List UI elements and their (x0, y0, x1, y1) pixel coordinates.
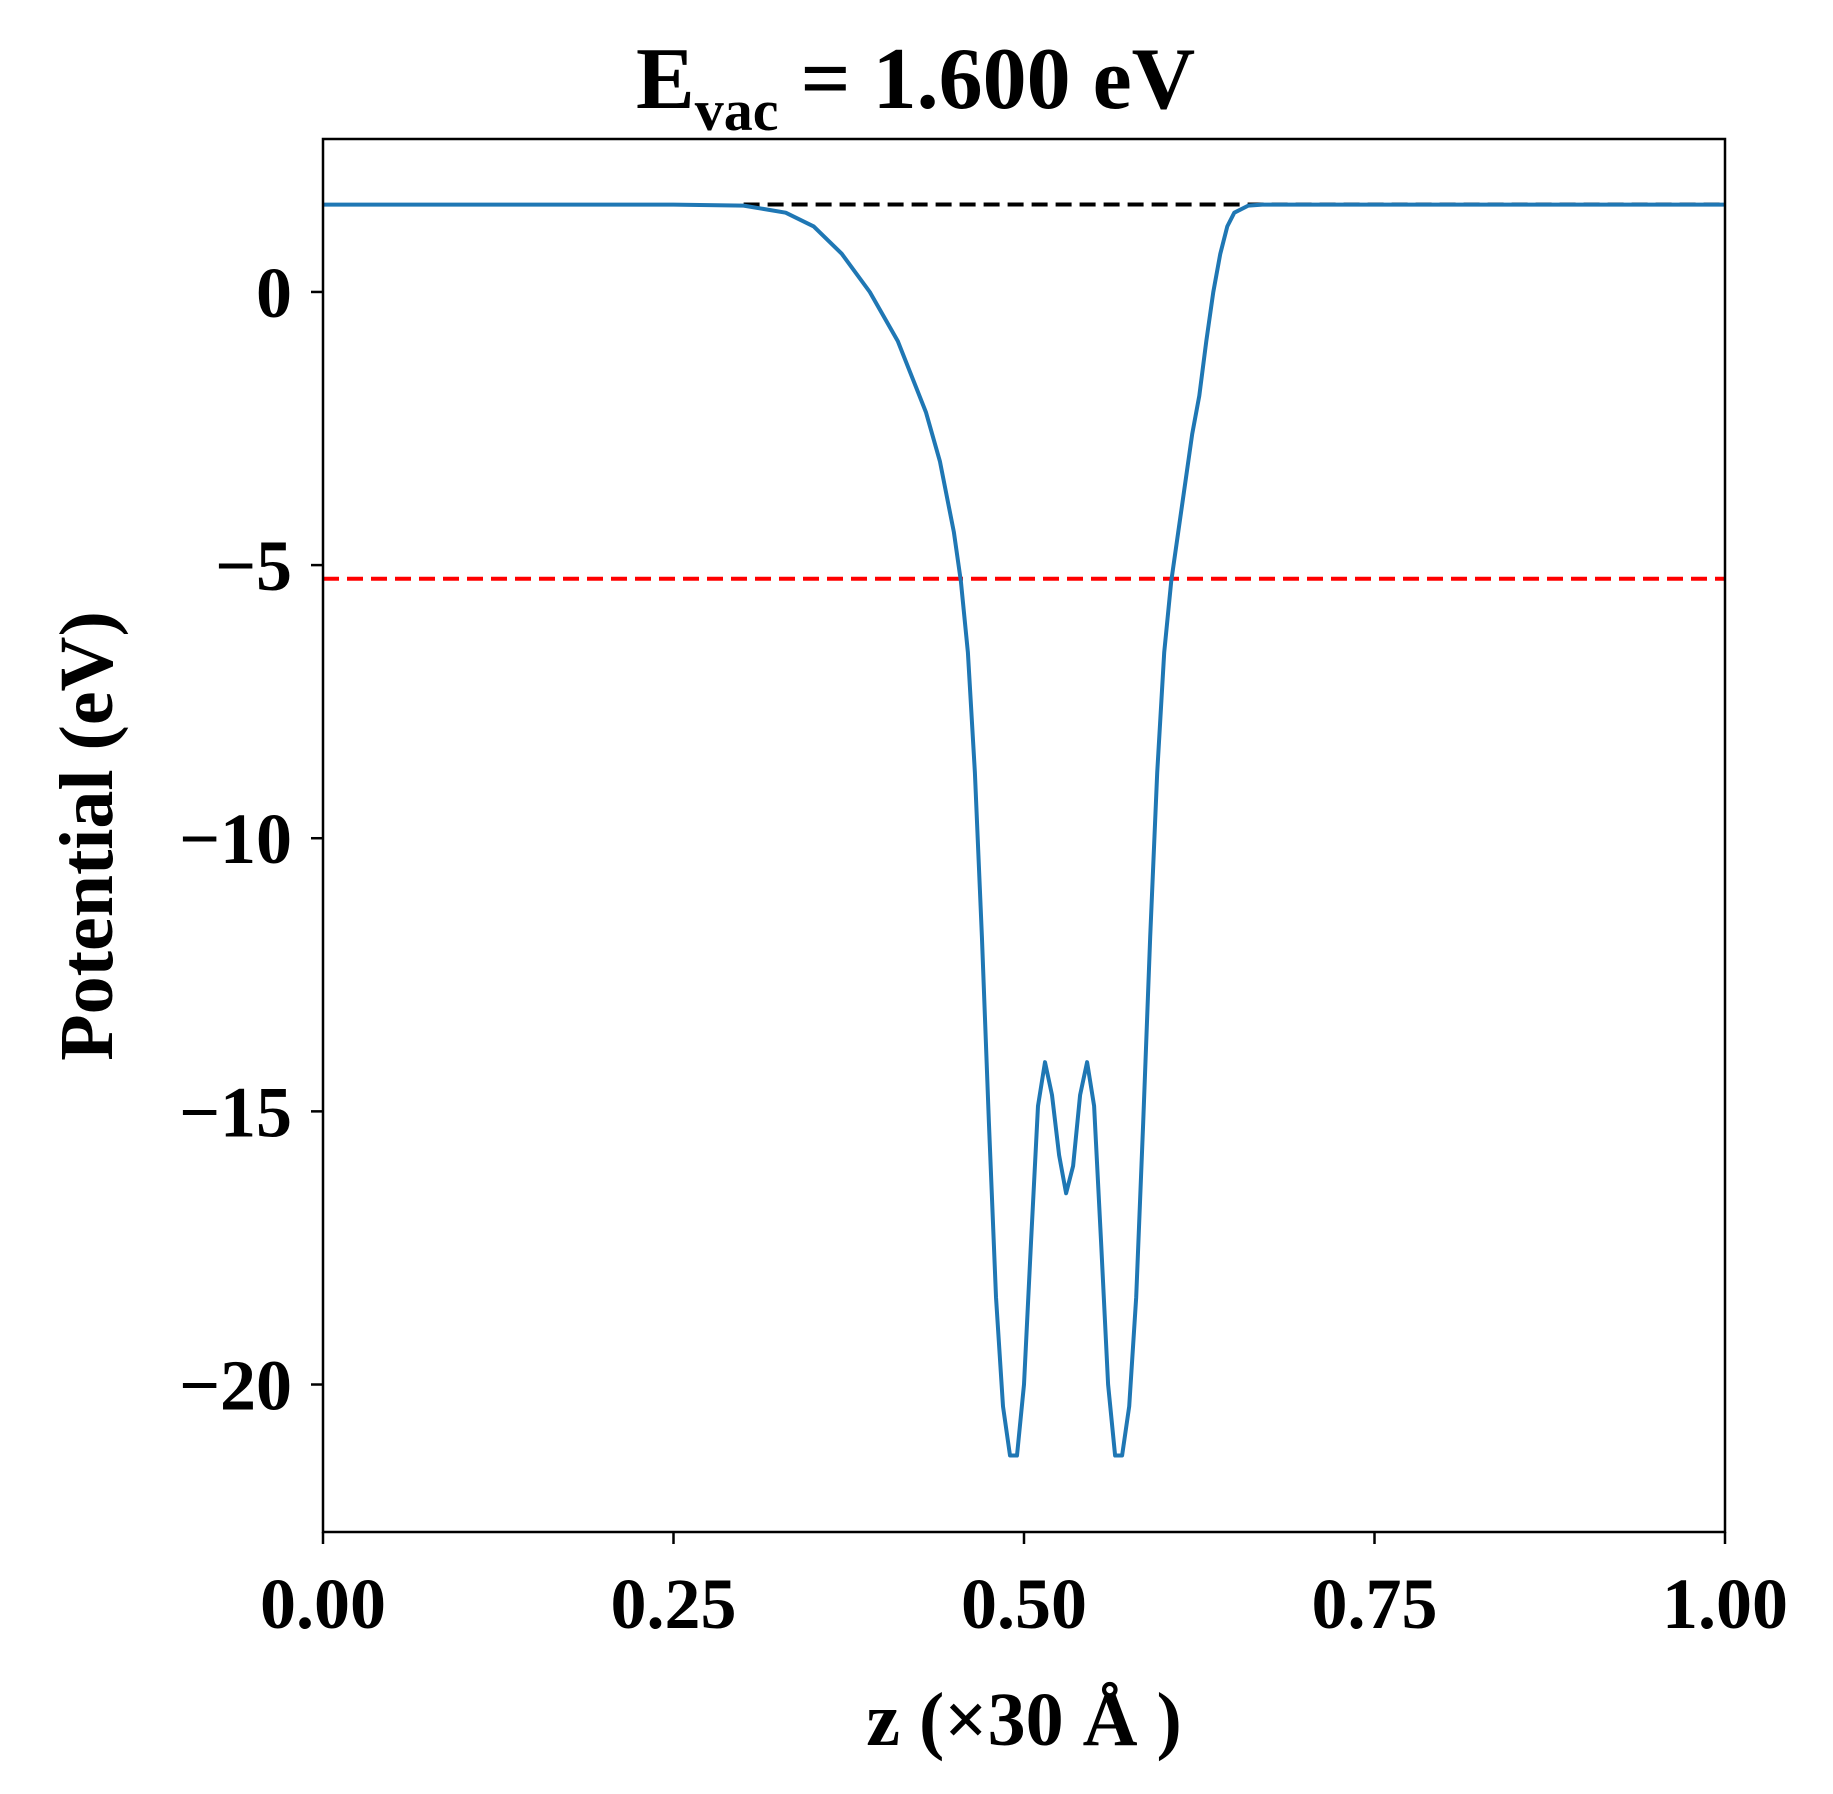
y-axis-label: Potential (eV) (45, 611, 129, 1061)
y-tick-label: −15 (179, 1072, 292, 1152)
plot-frame (321, 137, 1727, 1534)
series-layer (323, 202, 1725, 1458)
y-tick-label: −20 (179, 1346, 292, 1426)
chart-title: Evac = 1.600 eV (636, 31, 1195, 143)
chart-title-rest: = 1.600 eV (778, 31, 1195, 128)
x-tick-label: 1.00 (1662, 1564, 1788, 1644)
x-tick-label: 0.25 (611, 1564, 737, 1644)
y-tick-label: −5 (215, 526, 292, 606)
x-tick-label: 0.75 (1312, 1564, 1438, 1644)
x-tick-label: 0.50 (961, 1564, 1087, 1644)
y-axis-ticks: 0 −5 −10 −15 −20 (179, 253, 323, 1426)
y-tick-label: −10 (179, 799, 292, 879)
x-tick-label: 0.00 (260, 1564, 386, 1644)
x-axis-label: z (×30 Å ) (866, 1678, 1182, 1762)
x-axis-ticks: 0.00 0.25 0.50 0.75 1.00 (260, 1532, 1788, 1644)
y-tick-label: 0 (256, 253, 292, 333)
chart-title-subscript: vac (695, 78, 779, 143)
reference-lines (323, 202, 1725, 581)
chart-title-main: E (636, 31, 695, 128)
series-line-0 (323, 202, 1725, 1458)
